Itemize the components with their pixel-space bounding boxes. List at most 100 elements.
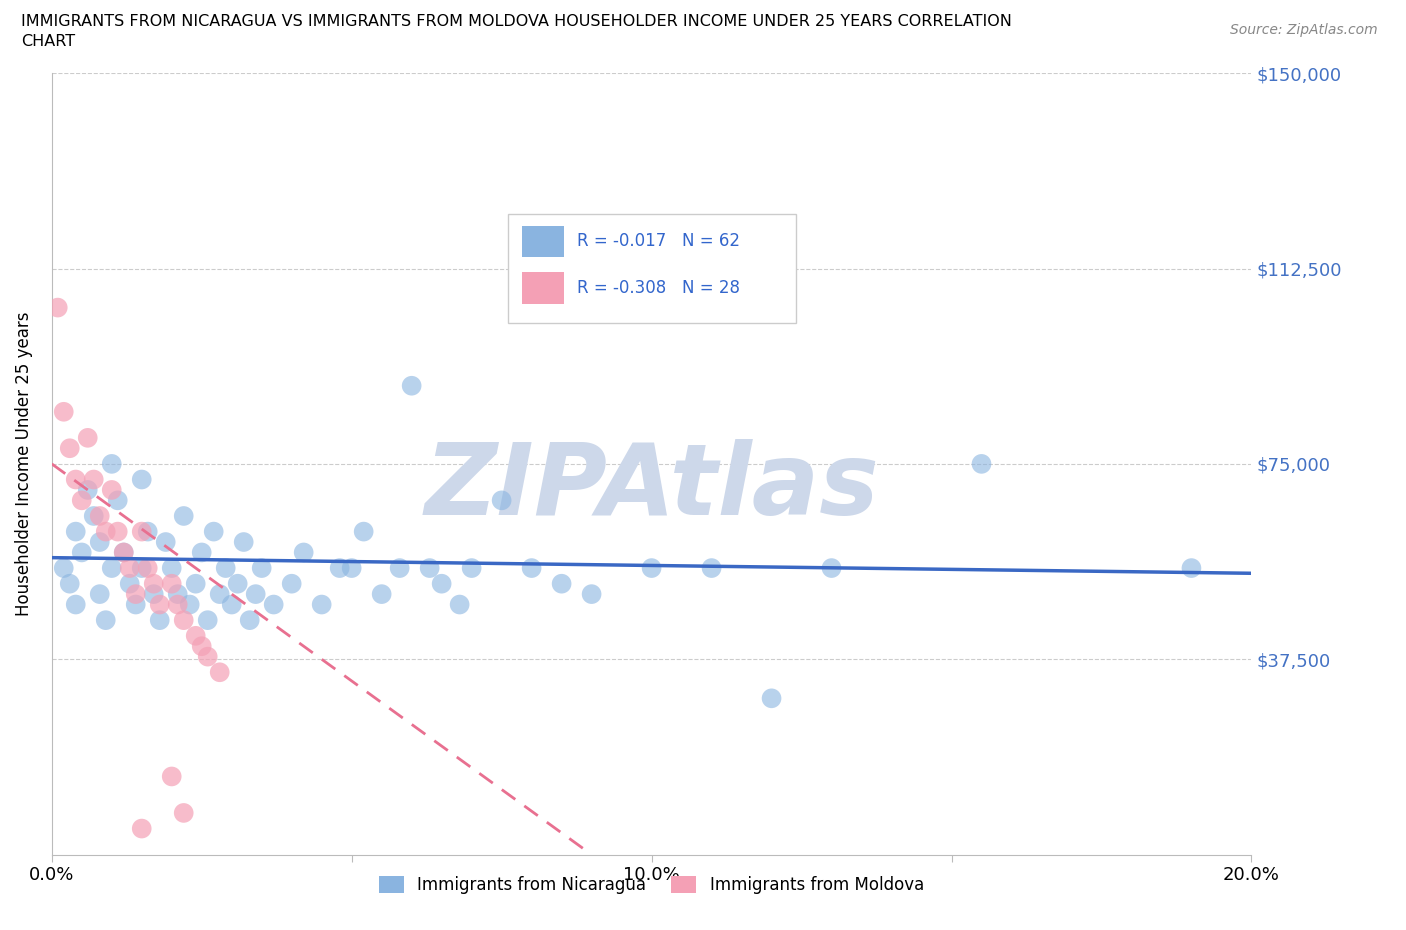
Point [94, 525, 117, 539]
Point [70, 545, 93, 560]
Point [700, 561, 723, 576]
Point [221, 597, 243, 612]
Point [100, 483, 122, 498]
Point [83, 472, 105, 487]
Point [460, 561, 482, 576]
Point [215, 561, 238, 576]
Text: Source: ZipAtlas.com: Source: ZipAtlas.com [1230, 23, 1378, 37]
Point [160, 561, 183, 576]
Point [184, 577, 207, 591]
Point [491, 493, 513, 508]
Point [197, 613, 219, 628]
Point [190, 639, 212, 654]
Point [761, 691, 783, 706]
Point [94, 613, 117, 628]
Point [329, 561, 352, 576]
Point [65, 472, 87, 487]
Point [232, 535, 254, 550]
Point [173, 613, 195, 628]
Point [131, 821, 153, 836]
Point [197, 649, 219, 664]
Point [52, 561, 75, 576]
Point [173, 805, 195, 820]
Text: R = -0.308   N = 28: R = -0.308 N = 28 [578, 279, 740, 297]
Point [100, 457, 122, 472]
Text: CHART: CHART [21, 34, 75, 49]
Point [311, 597, 333, 612]
Point [46, 300, 69, 315]
Point [208, 665, 231, 680]
Y-axis label: Householder Income Under 25 years: Householder Income Under 25 years [15, 312, 32, 617]
Point [401, 379, 423, 393]
Point [226, 577, 249, 591]
Point [131, 561, 153, 576]
Point [202, 525, 225, 539]
Point [112, 545, 135, 560]
Point [263, 597, 285, 612]
Text: ZIPAtlas: ZIPAtlas [425, 439, 879, 536]
Point [208, 587, 231, 602]
Point [107, 525, 129, 539]
Point [142, 577, 165, 591]
Point [292, 545, 315, 560]
Point [353, 525, 375, 539]
Point [76, 483, 98, 498]
Point [125, 597, 148, 612]
Point [100, 561, 122, 576]
Point [136, 525, 159, 539]
Point [340, 561, 363, 576]
Point [118, 577, 141, 591]
Point [970, 457, 993, 472]
Point [89, 535, 111, 550]
Point [125, 587, 148, 602]
Point [184, 629, 207, 644]
Text: IMMIGRANTS FROM NICARAGUA VS IMMIGRANTS FROM MOLDOVA HOUSEHOLDER INCOME UNDER 25: IMMIGRANTS FROM NICARAGUA VS IMMIGRANTS … [21, 14, 1012, 29]
Text: R = -0.017   N = 62: R = -0.017 N = 62 [578, 232, 740, 250]
FancyBboxPatch shape [508, 214, 796, 324]
Point [65, 597, 87, 612]
Point [160, 577, 183, 591]
Point [131, 472, 153, 487]
Point [112, 545, 135, 560]
Point [89, 587, 111, 602]
Point [1180, 561, 1202, 576]
Bar [522, 272, 564, 304]
Point [250, 561, 273, 576]
Point [149, 613, 172, 628]
Point [59, 441, 82, 456]
Point [149, 597, 172, 612]
Point [89, 509, 111, 524]
Point [179, 597, 201, 612]
Point [173, 509, 195, 524]
Point [370, 587, 392, 602]
Point [820, 561, 842, 576]
Point [449, 597, 471, 612]
Point [136, 561, 159, 576]
Point [131, 525, 153, 539]
Point [59, 577, 82, 591]
Point [142, 587, 165, 602]
Point [166, 587, 188, 602]
Point [155, 535, 177, 550]
Point [70, 493, 93, 508]
Point [52, 405, 75, 419]
Point [388, 561, 411, 576]
Legend: Immigrants from Nicaragua, Immigrants from Moldova: Immigrants from Nicaragua, Immigrants fr… [373, 870, 931, 901]
Point [118, 561, 141, 576]
Point [65, 525, 87, 539]
Bar [522, 226, 564, 257]
Point [83, 509, 105, 524]
Point [430, 577, 453, 591]
Point [550, 577, 572, 591]
Point [520, 561, 543, 576]
Point [160, 769, 183, 784]
Point [76, 431, 98, 445]
Point [166, 597, 188, 612]
Point [280, 577, 302, 591]
Point [245, 587, 267, 602]
Point [419, 561, 441, 576]
Point [190, 545, 212, 560]
Point [107, 493, 129, 508]
Point [239, 613, 262, 628]
Point [640, 561, 662, 576]
